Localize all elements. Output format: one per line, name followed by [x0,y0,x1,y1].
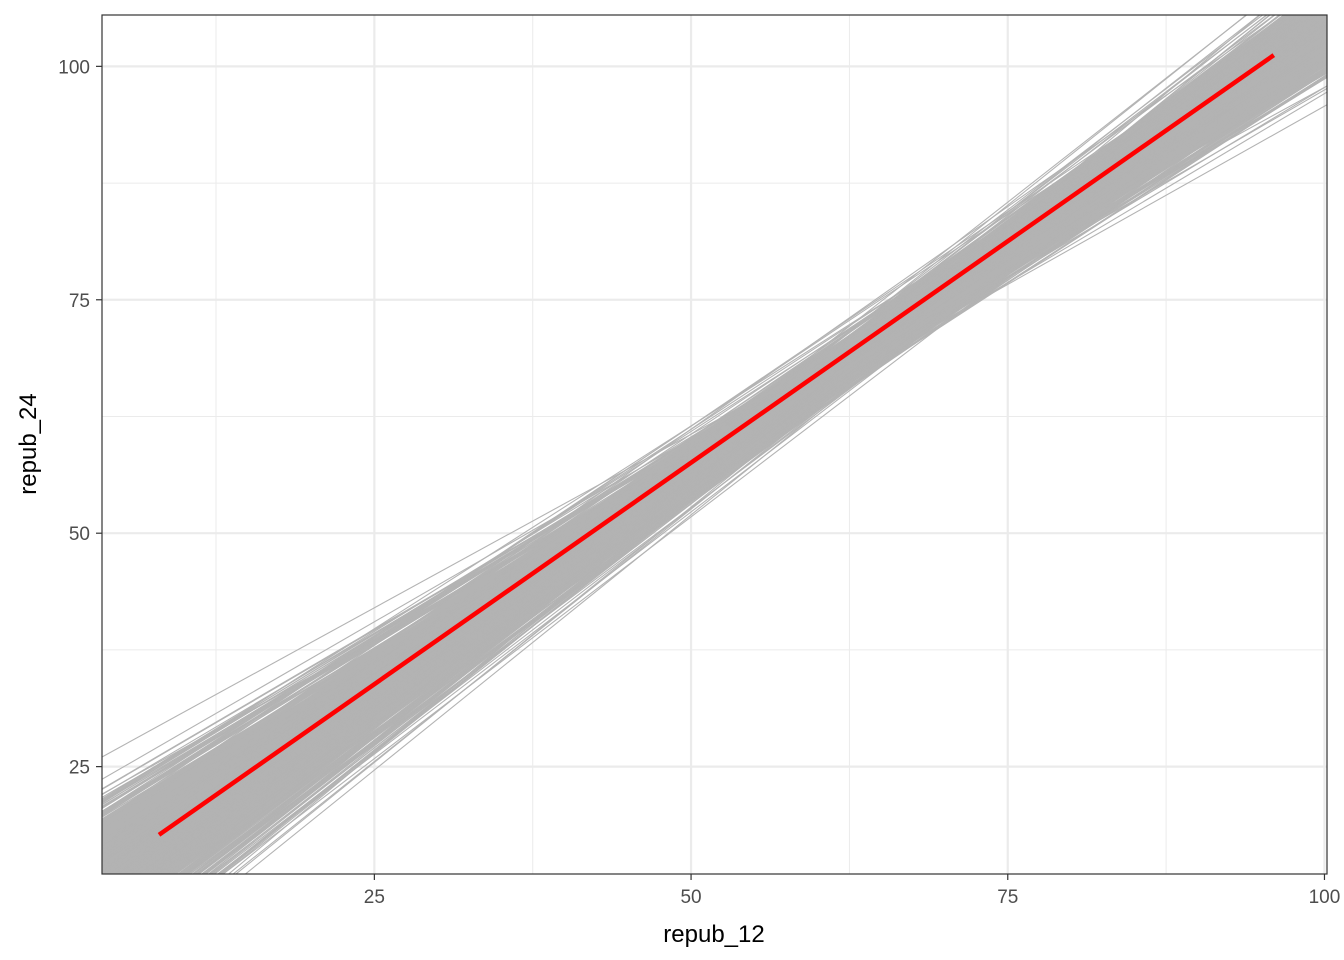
fitted-line-group [157,53,1276,837]
y-tick-label: 100 [58,57,90,78]
x-tick-label: 100 [1309,887,1341,908]
bootstrap-fit-line [172,15,1311,874]
x-tick-label: 25 [364,887,385,908]
grid [102,15,1327,874]
bootstrap-fit-line [134,17,1327,874]
y-tick-label: 25 [69,758,90,779]
x-tick-label: 75 [997,887,1018,908]
bootstrap-fit-line [102,50,1327,825]
y-tick-label: 75 [69,291,90,312]
bootstrap-fit-line [102,57,1327,800]
bootstrap-fit-line [102,66,1327,874]
x-axis: 25 50 75 100 [364,874,1341,908]
x-tick-label: 50 [680,887,701,908]
bootstrap-fit-line [222,30,1327,874]
bootstrap-fit-line [102,64,1327,838]
bootstrap-fit-line [109,23,1327,874]
bootstrap-fit-line [158,15,1268,874]
bootstrap-fit-line [102,64,1327,809]
panel-border [101,14,1328,875]
bootstrap-fit-line [122,29,1327,874]
y-tick-label: 50 [69,524,90,545]
y-axis-title: repub_24 [15,393,42,494]
y-axis: 25 50 75 100 [58,57,102,779]
fitted-line [157,53,1276,837]
x-axis-title: repub_12 [663,921,764,948]
